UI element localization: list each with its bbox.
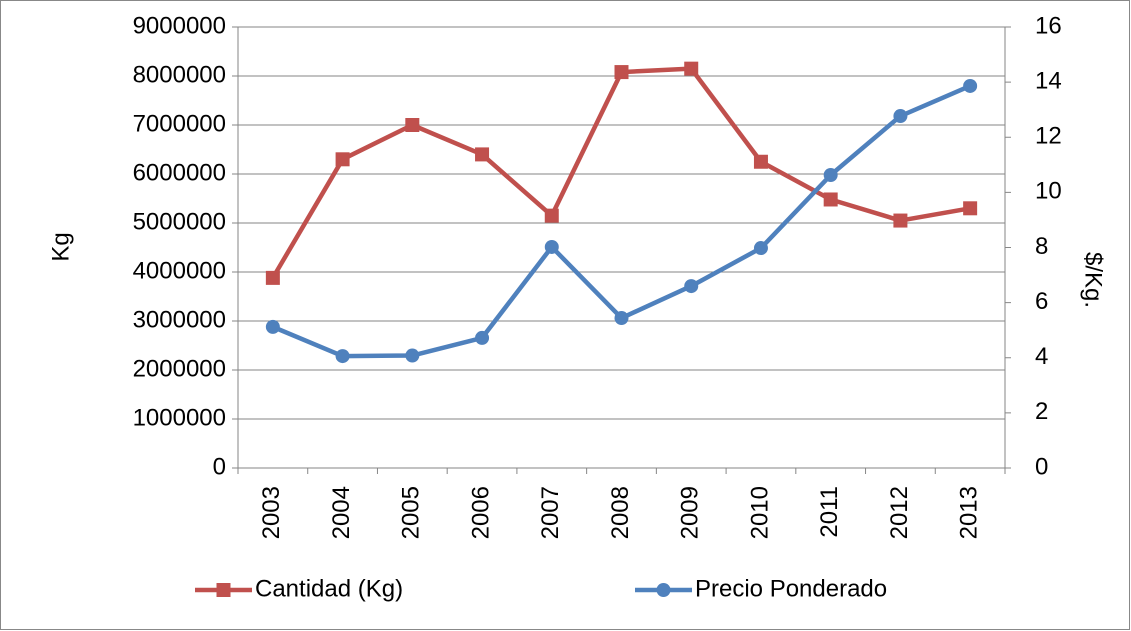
x-tick-label: 2008	[607, 486, 634, 539]
marker	[405, 348, 420, 363]
y2-tick-label: 10	[1035, 178, 1062, 205]
y2-tick-label: 2	[1035, 398, 1048, 425]
y2-tick-label: 6	[1035, 288, 1048, 315]
marker	[893, 109, 908, 124]
y-tick-label: 5000000	[133, 208, 226, 235]
marker	[544, 208, 559, 223]
legend-label: Precio Ponderado	[695, 575, 887, 602]
y-axis-label: Kg	[47, 232, 74, 261]
x-tick-label: 2004	[328, 486, 355, 539]
x-tick-label: 2009	[677, 486, 704, 539]
x-tick-label: 2010	[746, 486, 773, 539]
marker	[405, 118, 420, 132]
marker	[893, 213, 908, 228]
marker	[544, 239, 559, 254]
marker	[684, 279, 699, 294]
y2-tick-label: 0	[1035, 453, 1048, 480]
y-tick-label: 9000000	[133, 12, 226, 39]
marker	[963, 201, 978, 216]
y2-tick-label: 16	[1035, 12, 1062, 39]
y2-tick-label: 12	[1035, 123, 1062, 150]
y-tick-label: 1000000	[133, 404, 226, 431]
marker	[753, 154, 768, 169]
y-tick-label: 2000000	[133, 355, 226, 382]
marker	[475, 330, 490, 345]
y-tick-label: 0	[213, 453, 226, 480]
y-tick-label: 3000000	[133, 306, 226, 333]
y2-tick-label: 8	[1035, 233, 1048, 260]
y2-tick-label: 4	[1035, 343, 1048, 370]
x-tick-label: 2007	[537, 486, 564, 539]
marker	[475, 147, 490, 162]
y2-axis-label: $/Kg.	[1080, 252, 1107, 308]
legend-marker	[216, 583, 231, 597]
x-tick-label: 2005	[398, 486, 425, 539]
marker	[614, 65, 629, 80]
marker	[265, 270, 280, 285]
marker	[614, 311, 629, 326]
x-tick-label: 2003	[258, 486, 285, 539]
marker	[684, 61, 699, 76]
y-tick-label: 6000000	[133, 159, 226, 186]
legend-label: Cantidad (Kg)	[255, 575, 403, 602]
y2-tick-label: 14	[1035, 67, 1062, 94]
marker	[963, 78, 978, 93]
x-tick-label: 2006	[467, 486, 494, 539]
marker	[823, 168, 838, 183]
marker	[335, 152, 350, 167]
x-tick-label: 2012	[886, 486, 913, 539]
y-tick-label: 7000000	[133, 110, 226, 137]
y-tick-label: 8000000	[133, 61, 226, 88]
marker	[265, 319, 280, 334]
legend-marker	[656, 583, 671, 597]
y-tick-label: 4000000	[133, 257, 226, 284]
x-tick-label: 2011	[816, 486, 843, 538]
marker	[823, 192, 838, 207]
marker	[753, 241, 768, 256]
marker	[335, 349, 350, 364]
x-tick-label: 2013	[955, 486, 982, 539]
